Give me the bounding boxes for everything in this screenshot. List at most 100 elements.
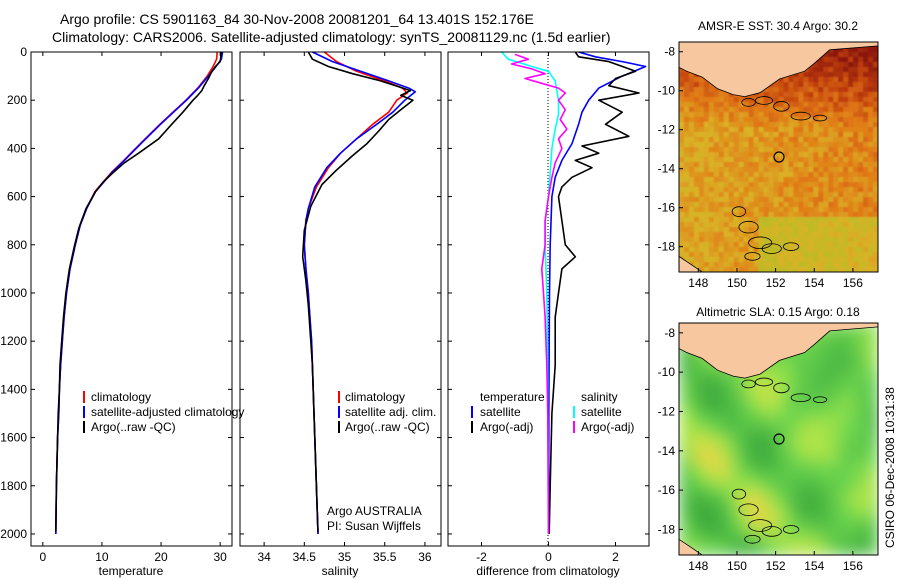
heatmap-cell (828, 132, 834, 138)
heatmap-cell (723, 97, 730, 103)
heatmap-cell (796, 519, 807, 529)
heatmap-cell (796, 474, 807, 485)
heatmap-cell (758, 142, 765, 148)
heatmap-cell (868, 412, 878, 422)
heatmap-cell (832, 412, 843, 422)
heatmap-cell (742, 412, 752, 422)
heatmap-cell (733, 97, 740, 103)
heatmap-cell (853, 242, 859, 248)
heatmap-cell (838, 127, 844, 133)
heatmap-cell (748, 207, 755, 213)
heatmap-cell (758, 127, 765, 133)
heatmap-cell (828, 232, 834, 238)
heatmap-cell (853, 92, 859, 98)
heatmap-cell (679, 537, 689, 547)
heatmap-cell (823, 92, 829, 98)
heatmap-cell (679, 97, 685, 103)
heatmap-cell (773, 257, 780, 263)
heatmap-cell (783, 127, 790, 133)
heatmap-cell (753, 92, 760, 98)
heatmap-cell (841, 340, 852, 351)
heatmap-cell (693, 167, 700, 173)
heatmap-cell (763, 182, 770, 188)
x-tick-label: 148 (688, 276, 708, 290)
heatmap-cell (706, 501, 716, 511)
heatmap-cell (753, 97, 760, 103)
heatmap-cell (853, 177, 859, 183)
heatmap-cell (843, 77, 849, 83)
heatmap-cell (793, 87, 799, 93)
heatmap-cell (688, 483, 698, 494)
heatmap-cell (706, 421, 716, 431)
heatmap-cell (853, 147, 859, 153)
heatmap-cell (863, 142, 869, 148)
heatmap-cell (733, 187, 740, 193)
heatmap-cell (693, 252, 700, 258)
heatmap-cell (778, 122, 785, 128)
heatmap-cell (828, 217, 834, 223)
heatmap-cell (683, 192, 690, 198)
heatmap-cell (751, 456, 762, 467)
heatmap-cell (733, 197, 740, 203)
heatmap-cell (873, 97, 878, 103)
heatmap-cell (715, 519, 725, 529)
heatmap-cell (768, 232, 775, 238)
x-tick-label: 150 (727, 276, 747, 290)
heatmap-cell (758, 97, 765, 103)
heatmap-cell (733, 192, 740, 198)
heatmap-cell (823, 62, 829, 68)
heatmap-cell (808, 117, 814, 123)
heatmap-cell (773, 122, 780, 128)
heatmap-cell (859, 403, 870, 413)
heatmap-cell (803, 157, 809, 163)
heatmap-cell (708, 242, 715, 248)
heatmap-cell (733, 112, 740, 118)
heatmap-cell (713, 232, 720, 238)
heatmap-cell (859, 456, 870, 467)
series-argo-raw-qc (301, 51, 414, 532)
heatmap-cell (698, 127, 705, 133)
heatmap-cell (868, 501, 878, 511)
heatmap-cell (683, 247, 690, 253)
heatmap-cell (697, 421, 707, 431)
legend-label-temp-argo: Argo(-adj) (480, 420, 533, 434)
heatmap-cell (798, 157, 804, 163)
heatmap-cell (823, 137, 829, 143)
heatmap-cell (873, 197, 878, 203)
heatmap-cell (798, 262, 804, 268)
heatmap-cell (814, 510, 825, 520)
x-tick-label: -2 (476, 550, 487, 564)
heatmap-cell (803, 142, 809, 148)
heatmap-cell (803, 97, 809, 103)
heatmap-cell (848, 47, 854, 53)
heatmap-cell (868, 537, 878, 547)
heatmap-cell (823, 102, 829, 108)
reef-outline (754, 377, 774, 387)
heatmap-cell (688, 376, 698, 387)
heatmap-cell (763, 267, 770, 272)
heatmap-cell (828, 57, 834, 63)
heatmap-cell (679, 167, 685, 173)
heatmap-cell (808, 262, 814, 268)
heatmap-cell (742, 501, 752, 511)
heatmap-cell (778, 367, 789, 378)
heatmap-cell (828, 122, 834, 128)
heatmap-cell (703, 237, 710, 243)
heatmap-cell (751, 430, 762, 440)
y-tick-label: -14 (658, 162, 676, 176)
heatmap-cell (703, 132, 710, 138)
figure-title-line2: Climatology: CARS2006. Satellite-adjuste… (52, 29, 610, 45)
heatmap-cell (793, 112, 799, 118)
heatmap-cell (863, 67, 869, 73)
heatmap-cell (703, 207, 710, 213)
heatmap-cell (850, 501, 861, 511)
heatmap-cell (778, 237, 785, 243)
heatmap-cell (848, 62, 854, 68)
heatmap-cell (808, 147, 814, 153)
heatmap-cell (858, 192, 864, 198)
heatmap-cell (723, 217, 730, 223)
heatmap-cell (868, 92, 874, 98)
heatmap-cell (853, 77, 859, 83)
heatmap-cell (738, 182, 745, 188)
heatmap-cell (823, 510, 834, 520)
